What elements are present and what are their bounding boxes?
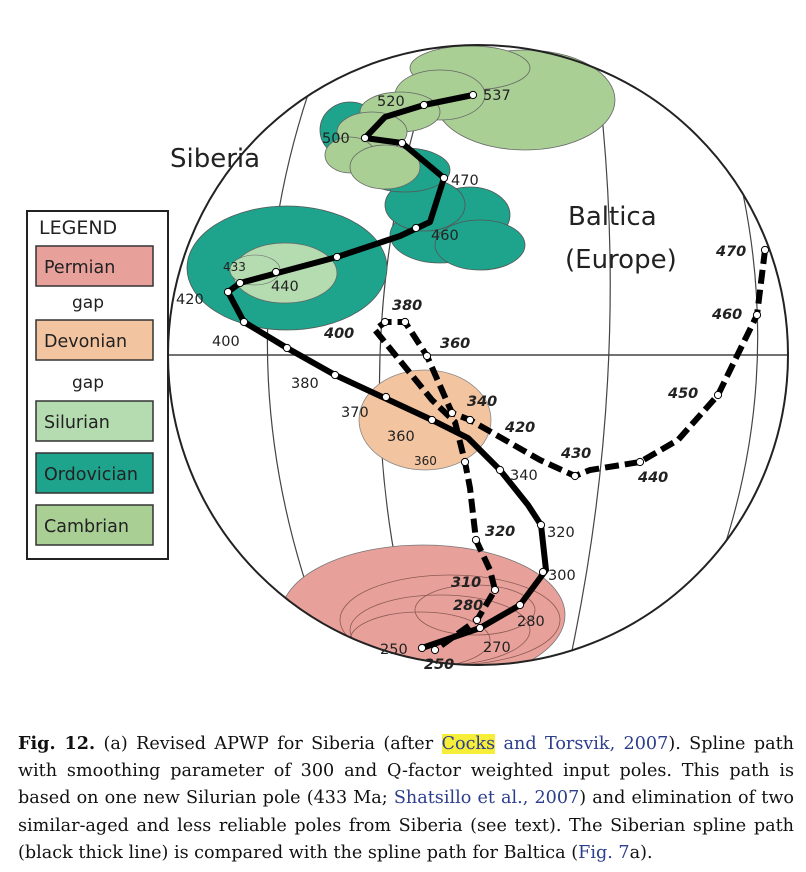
baltica-age-label: 280 bbox=[453, 598, 483, 614]
legend-label-devonian: Devonian bbox=[44, 332, 127, 352]
baltica-age-label: 340 bbox=[467, 394, 497, 410]
caption-text: (a) Revised APWP for Siberia (after bbox=[95, 734, 442, 754]
legend-swatch-silurian bbox=[35, 400, 154, 442]
baltica-age-label: 440 bbox=[637, 470, 668, 486]
caption-text: ). Spline path with smoothing parameter … bbox=[18, 734, 794, 809]
legend-label-ordovician: Ordovician bbox=[44, 465, 138, 485]
baltica-age-label: 420 bbox=[504, 420, 535, 436]
siberia-age-label: 380 bbox=[291, 376, 319, 392]
figure-link-fig7[interactable]: Fig. 7 bbox=[578, 842, 630, 863]
baltica-age-label: 310 bbox=[451, 575, 481, 591]
siberia-age-label: 360 bbox=[414, 454, 437, 468]
siberia-age-label: 433 bbox=[223, 260, 246, 274]
siberia-age-labels: 537 520 500 470 460 433 440 420 400 380 … bbox=[176, 88, 576, 658]
figure-caption: Fig. 12. (a) Revised APWP for Siberia (a… bbox=[18, 730, 794, 867]
baltica-age-label: 470 bbox=[715, 244, 746, 260]
baltica-apwp-path bbox=[370, 249, 768, 653]
baltica-age-label: 360 bbox=[440, 336, 470, 352]
baltica-age-label: 380 bbox=[392, 298, 422, 314]
legend-label-cambrian: Cambrian bbox=[44, 517, 129, 537]
baltica-age-label: 250 bbox=[424, 657, 454, 673]
baltica-pole-dots bbox=[380, 245, 770, 655]
siberia-pole-dots bbox=[223, 90, 548, 653]
reference-link-cocks-torsvik[interactable]: Cocks and Torsvik, 2007 bbox=[441, 734, 669, 754]
cambrian-ovals bbox=[324, 45, 616, 190]
siberia-age-label: 440 bbox=[271, 279, 299, 295]
legend-gap-label: gap bbox=[72, 373, 104, 393]
siberia-age-label: 370 bbox=[341, 405, 369, 421]
baltica-age-label: 450 bbox=[667, 386, 698, 402]
reference-link-text: and Torsvik, 2007 bbox=[495, 734, 669, 754]
highlighted-text: Cocks bbox=[441, 734, 496, 754]
baltica-age-label: 430 bbox=[560, 446, 591, 462]
legend: LEGEND Permian gap Devonian gap Silurian… bbox=[26, 210, 169, 560]
globe-grid bbox=[168, 45, 788, 665]
siberia-age-label: 420 bbox=[176, 292, 204, 308]
baltica-label-europe: (Europe) bbox=[565, 245, 677, 275]
legend-title: LEGEND bbox=[39, 217, 117, 239]
reference-link-shatsillo[interactable]: Shatsillo et al., 2007 bbox=[393, 788, 580, 809]
siberia-age-label: 270 bbox=[483, 640, 511, 656]
siberia-age-label: 280 bbox=[517, 614, 545, 630]
siberia-age-label: 340 bbox=[510, 468, 538, 484]
siberia-age-label: 460 bbox=[431, 228, 459, 244]
siberia-age-label: 250 bbox=[380, 642, 408, 658]
figure-number: Fig. 12. bbox=[18, 733, 96, 754]
baltica-age-label: 460 bbox=[711, 307, 742, 323]
siberia-age-label: 537 bbox=[483, 88, 511, 104]
siberia-age-label: 320 bbox=[547, 525, 575, 541]
legend-swatch-cambrian bbox=[35, 504, 154, 546]
legend-swatch-ordovician bbox=[35, 452, 154, 494]
baltica-age-label: 400 bbox=[323, 326, 354, 342]
siberia-label: Siberia bbox=[170, 144, 260, 174]
legend-swatch-devonian bbox=[35, 319, 154, 361]
baltica-label: Baltica bbox=[568, 202, 657, 232]
siberia-age-label: 500 bbox=[322, 131, 350, 147]
baltica-age-labels: 470 460 450 440 430 420 400 380 360 340 … bbox=[323, 244, 746, 673]
apwp-figure: Siberia Baltica (Europe) 537 520 500 470… bbox=[26, 44, 789, 673]
siberia-age-label: 360 bbox=[387, 429, 415, 445]
baltica-age-label: 320 bbox=[485, 524, 515, 540]
legend-label-silurian: Silurian bbox=[44, 413, 110, 433]
siberia-age-label: 400 bbox=[212, 334, 240, 350]
siberia-age-label: 470 bbox=[451, 173, 479, 189]
legend-swatch-permian bbox=[35, 245, 154, 287]
legend-label-permian: Permian bbox=[44, 258, 115, 278]
caption-text: ) and elimination of two similar-aged an… bbox=[18, 788, 794, 863]
legend-gap-label: gap bbox=[72, 293, 104, 313]
siberia-age-label: 520 bbox=[377, 94, 405, 110]
caption-text: a). bbox=[629, 842, 653, 863]
siberia-age-label: 300 bbox=[548, 568, 576, 584]
